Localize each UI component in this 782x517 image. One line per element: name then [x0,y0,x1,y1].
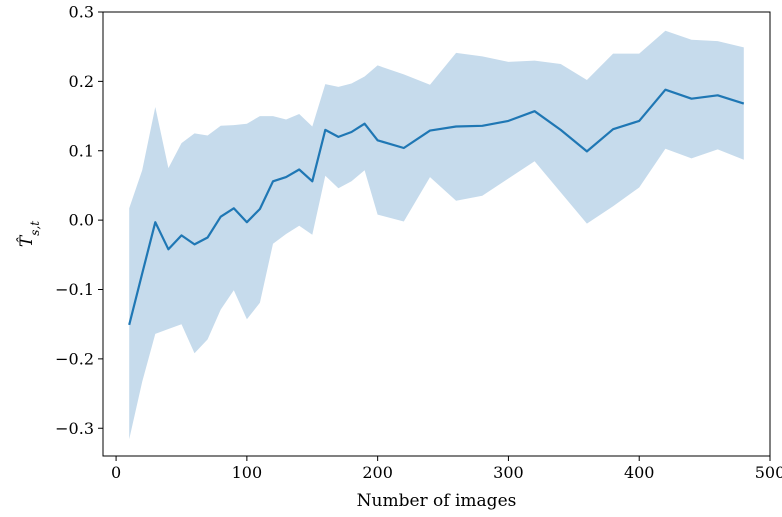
x-axis-label: Number of images [357,491,517,511]
y-tick-label: −0.2 [55,349,94,368]
x-tick-label: 100 [232,463,263,482]
mean-line [128,88,745,326]
y-tick-label: 0.2 [69,72,94,91]
y-tick-label: 0.1 [69,141,94,160]
mean-line-layer [128,88,745,326]
y-axis-ticks: −0.3 −0.2 −0.1 0.0 0.1 0.2 0.3 [55,3,103,438]
confidence-band [129,30,744,440]
x-tick-label: 0 [111,463,121,482]
y-tick-label: 0.3 [69,3,94,22]
confidence-band-layer [129,30,744,440]
x-tick-label: 300 [493,463,524,482]
y-axis-label: T̂s,t [17,221,42,247]
x-tick-label: 400 [624,463,655,482]
plot-frame [102,11,771,457]
y-tick-label: 0.0 [69,211,94,230]
x-tick-label: 200 [362,463,393,482]
x-tick-label: 500 [755,463,782,482]
y-tick-label: −0.1 [55,280,94,299]
x-axis-ticks: 0 100 200 300 400 500 [111,456,782,482]
y-tick-label: −0.3 [55,419,94,438]
